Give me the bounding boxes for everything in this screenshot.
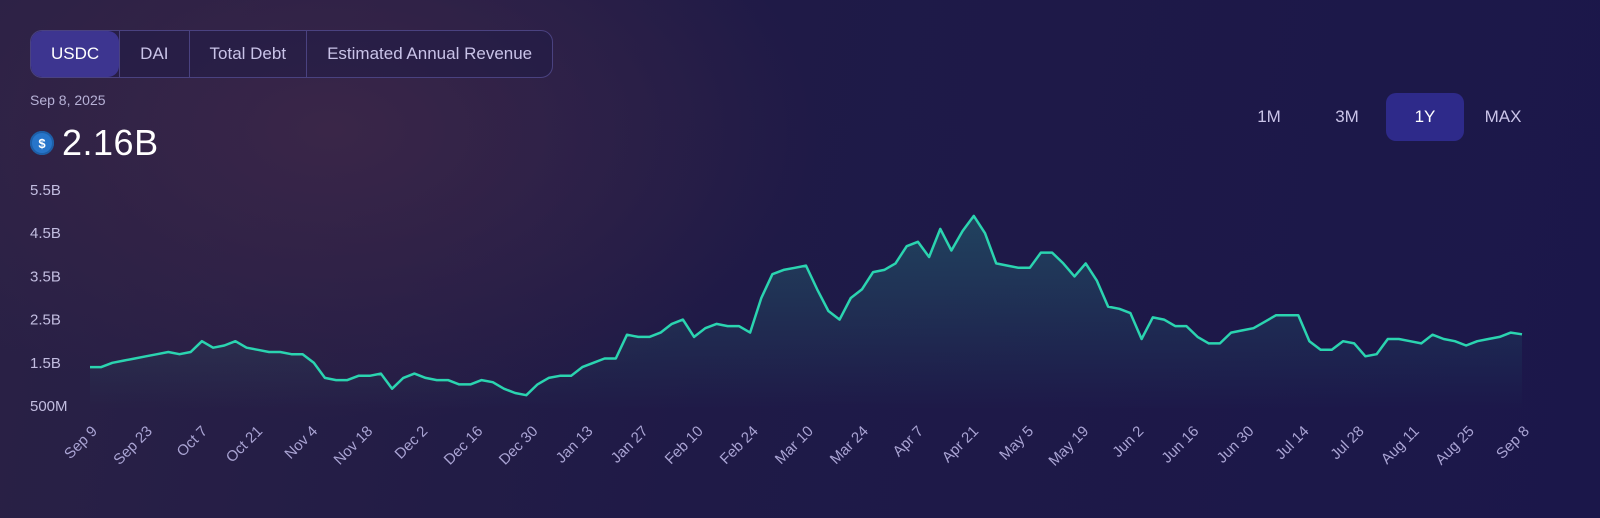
x-tick-label: Jul 28 [1327,423,1367,463]
x-tick-label: Nov 18 [331,423,377,469]
usdc-coin-icon: $ [30,131,54,155]
time-range-selector: 1M 3M 1Y MAX [1230,93,1542,141]
metric-tabs: USDC DAI Total Debt Estimated Annual Rev… [30,30,554,78]
x-tick-label: Dec 16 [441,423,487,469]
x-tick-label: Oct 7 [174,423,211,460]
y-tick-label: 2.5B [30,312,61,329]
x-tick-label: Dec 30 [496,423,542,469]
x-tick-label: Mar 10 [772,423,817,468]
x-tick-label: Dec 2 [392,423,432,463]
y-tick-label: 3.5B [30,268,61,285]
usdc-series-line [90,214,1523,397]
x-tick-label: Sep 9 [61,423,101,463]
x-tick-label: Jul 14 [1272,423,1312,463]
tab-estimated-annual-revenue[interactable]: Estimated Annual Revenue [306,31,552,77]
usdc-area-chart: 5.5B 4.5B 3.5B 2.5B 1.5B 500M Sep 9 Sep 23 Oct … [30,182,1533,470]
current-value-row: $ 2.16B [30,122,159,164]
x-tick-label: Feb 24 [717,423,762,468]
current-date: Sep 8, 2025 [30,92,106,108]
range-1y-button[interactable]: 1Y [1386,93,1464,141]
x-tick-label: Sep 23 [110,423,156,469]
x-tick-label: Jun 30 [1214,423,1258,467]
tab-total-debt[interactable]: Total Debt [188,31,307,77]
x-tick-label: May 19 [1045,423,1092,470]
range-max-button[interactable]: MAX [1484,107,1522,126]
y-tick-label: 500M [30,398,68,415]
x-tick-label: Apr 7 [890,423,927,460]
x-tick-label: Jan 27 [608,423,652,467]
x-tick-label: Mar 24 [827,423,872,468]
x-tick-label: Sep 8 [1493,423,1533,463]
x-tick-label: Feb 10 [662,423,707,468]
x-tick-label: May 5 [996,423,1037,464]
range-3m-button[interactable]: 3M [1335,107,1359,126]
y-tick-label: 5.5B [30,182,61,199]
x-tick-label: Nov 4 [281,423,321,463]
range-1m-button[interactable]: 1M [1257,107,1281,126]
y-tick-label: 1.5B [30,355,61,372]
current-value: 2.16B [62,122,159,163]
x-tick-label: Jan 13 [553,423,597,467]
x-tick-label: Oct 21 [223,423,266,466]
tab-usdc[interactable]: USDC [31,31,120,77]
y-tick-label: 4.5B [30,225,61,242]
coin-symbol: $ [38,135,46,151]
x-tick-label: Jun 16 [1158,423,1202,467]
x-tick-label: Aug 25 [1432,423,1478,469]
x-tick-label: Apr 21 [939,423,982,466]
x-tick-label: Aug 11 [1378,423,1423,468]
chart-area [90,215,1522,410]
x-tick-label: Jun 2 [1109,423,1147,461]
tab-dai[interactable]: DAI [119,31,188,77]
